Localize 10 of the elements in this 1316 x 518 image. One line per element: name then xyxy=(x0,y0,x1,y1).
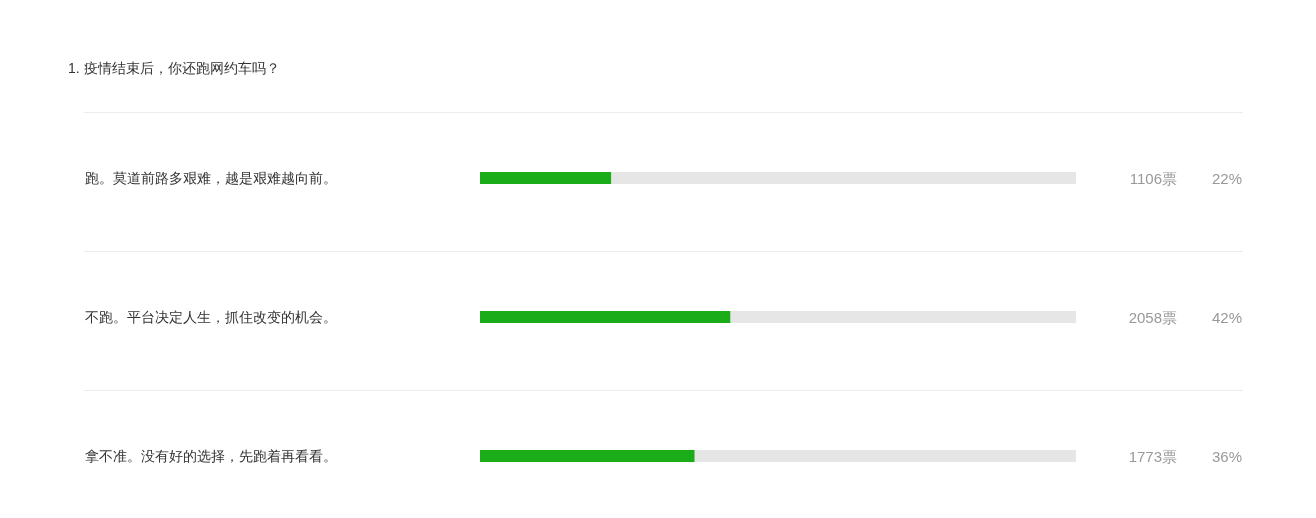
value-label: 36% xyxy=(1211,448,1242,465)
value-label: 42% xyxy=(1211,309,1242,326)
category-label: 不跑。平台决定人生，抓住改变的机会。 xyxy=(85,309,337,325)
title: 1. 疫情结束后，你还跑网约车吗？ xyxy=(68,60,280,76)
annotation: 1773票 xyxy=(1128,448,1177,465)
annotation: 2058票 xyxy=(1128,309,1177,326)
annotation: 1106票 xyxy=(1129,170,1177,187)
category-label: 拿不准。没有好的选择，先跑着再看看。 xyxy=(85,448,337,464)
category-label: 跑。莫道前路多艰难，越是艰难越向前。 xyxy=(85,170,337,186)
value-label: 22% xyxy=(1211,170,1242,187)
